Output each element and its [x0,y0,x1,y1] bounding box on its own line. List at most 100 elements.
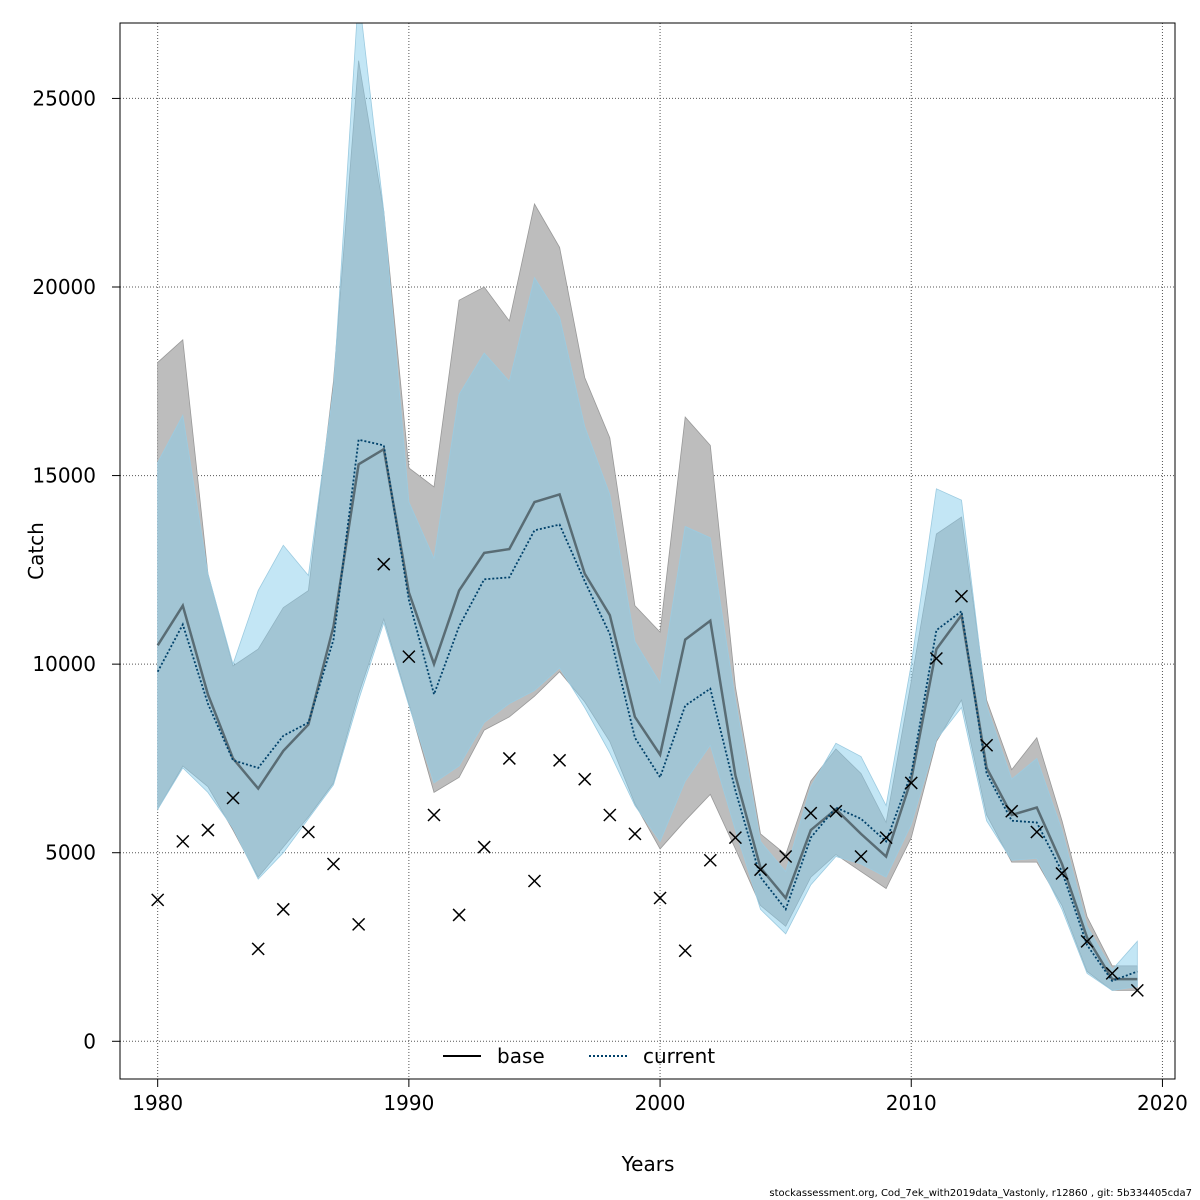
observed-point-2016 [1055,866,1069,880]
current-estimate-line [156,438,1138,982]
y-axis-title: Catch [24,522,48,580]
observed-point-stroke-b [829,804,843,818]
legend: base current [443,1044,715,1068]
observed-point-stroke-b [226,791,240,805]
observed-point-2015 [1030,825,1044,839]
observed-point-stroke-b [477,840,491,854]
observed-point-2001 [678,944,692,958]
observed-point-stroke-b [402,650,416,664]
observed-point-1987 [326,857,341,871]
observed-point-stroke-b [1130,983,1144,997]
base-confidence-band [157,60,1138,991]
grid-lines [120,23,1175,1079]
observed-point-stroke-b [779,849,793,864]
observed-point-2011 [929,651,943,666]
observed-point-stroke-b [377,557,391,571]
observed-point-1984 [251,942,265,956]
observed-point-2006 [804,806,818,820]
observed-point-stroke-b [754,863,768,877]
observed-point-stroke-b [352,917,366,931]
observed-point-1994 [502,751,516,765]
observed-point-1990 [402,650,416,664]
y-tick-label-25000: 25000 [32,86,96,110]
observed-point-stroke-b [151,893,165,907]
observed-point-2002 [703,853,717,867]
y-tick-label-15000: 15000 [32,464,96,488]
observed-point-2014 [1005,804,1019,818]
observed-point-2012 [954,589,969,603]
observed-point-1989 [377,557,391,571]
observed-point-1980 [151,893,165,907]
x-tick-label-2010: 2010 [886,1091,937,1115]
observed-point-2017 [1080,934,1094,948]
observed-point-2013 [980,738,994,752]
observed-point-stroke-b [578,772,592,786]
observed-point-1985 [276,902,290,916]
observed-point-stroke-b [176,834,190,848]
observed-point-1991 [427,808,441,822]
legend-current-label: current [643,1044,715,1068]
observed-point-2018 [1105,966,1119,980]
footer-text: stockassessment.org, Cod_7ek_with2019dat… [769,1188,1192,1199]
observed-point-stroke-b [879,831,893,845]
x-tick-label-1990: 1990 [383,1091,434,1115]
current-confidence-band [157,23,1138,991]
observed-point-2000 [653,891,667,905]
observed-point-2019 [1130,983,1144,997]
observed-point-stroke-b [553,753,567,767]
observed-point-2003 [728,831,742,845]
observed-point-1988 [352,917,366,931]
y-tick-label-5000: 5000 [45,841,96,865]
observed-point-stroke-b [427,808,441,822]
plot-frame [119,22,1176,1080]
observed-point-2004 [754,863,768,877]
observed-point-1981 [176,834,190,848]
y-tick-label-0: 0 [83,1029,96,1053]
observed-point-stroke-b [1080,934,1094,948]
observed-point-stroke-b [603,808,617,822]
observed-point-stroke-b [653,891,667,905]
observed-point-stroke-b [276,902,290,916]
observed-point-stroke-b [728,831,742,845]
observed-point-1995 [527,874,541,888]
estimate-lines [156,438,1138,982]
observed-point-stroke-b [980,738,994,752]
axes: 1980 1990 2000 2010 2020 0 5000 10000 15000 20000… [32,86,1188,1115]
observed-point-1983 [226,791,240,805]
observed-point-stroke-b [804,806,818,820]
observed-point-stroke-b [1055,866,1069,880]
observed-point-stroke-b [678,944,692,958]
observed-point-stroke-b [301,825,315,839]
observed-point-2005 [779,849,793,864]
y-tick-label-10000: 10000 [32,652,96,676]
x-tick-label-2020: 2020 [1137,1091,1188,1115]
observed-point-1999 [628,827,642,841]
observed-point-1986 [301,825,315,839]
observed-point-stroke-b [854,849,868,864]
observed-point-1997 [578,772,592,786]
confidence-bands [157,23,1138,991]
legend-base-label: base [497,1044,545,1068]
observed-point-stroke-b [1005,804,1019,818]
observed-point-stroke-b [1105,966,1119,980]
observed-point-stroke-b [904,776,918,790]
x-axis-title: Years [621,1152,675,1176]
base-estimate-line [156,447,1138,981]
observed-point-stroke-b [628,827,642,841]
observed-point-2008 [854,849,868,864]
observed-point-stroke-b [1030,825,1044,839]
x-tick-label-1980: 1980 [132,1091,183,1115]
observed-point-stroke-b [502,751,516,765]
observed-point-stroke-b [527,874,541,888]
x-tick-label-2000: 2000 [635,1091,686,1115]
observed-point-1993 [477,840,491,854]
observed-points [151,557,1144,997]
observed-point-2010 [904,776,918,790]
observed-point-stroke-b [703,853,717,867]
observed-point-2009 [879,831,893,845]
observed-point-stroke-b [201,823,215,837]
observed-point-1992 [452,908,466,922]
observed-point-1996 [553,753,567,767]
y-tick-label-20000: 20000 [32,275,96,299]
